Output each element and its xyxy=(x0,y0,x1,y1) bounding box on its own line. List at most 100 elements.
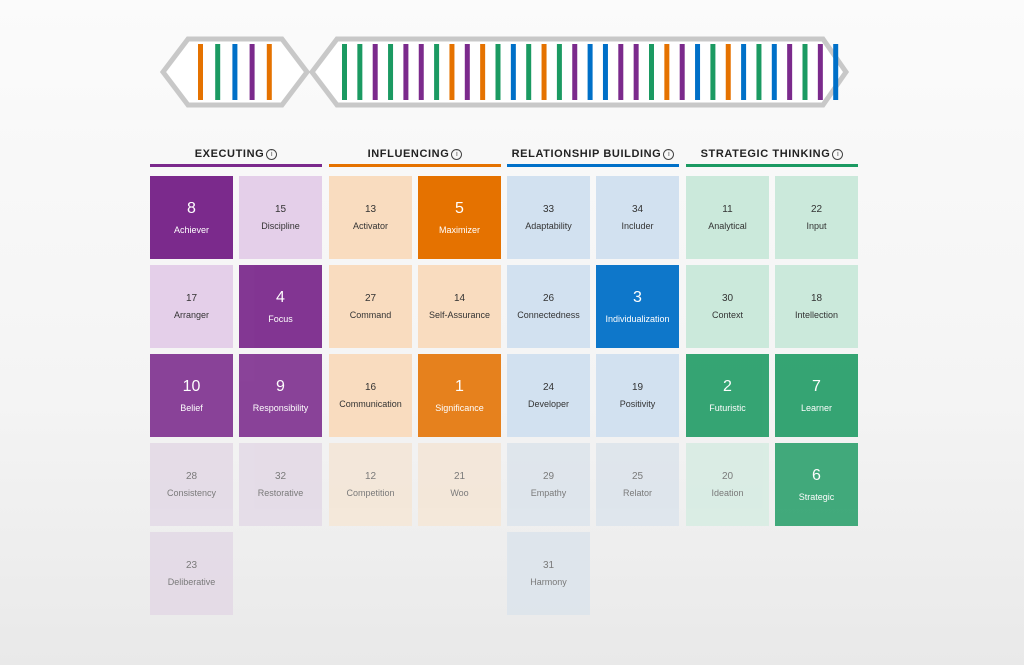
strength-name: Achiever xyxy=(173,224,209,235)
strength-tile-analytical[interactable]: 11 Analytical xyxy=(686,176,769,259)
strength-name: Focus xyxy=(268,313,293,324)
strand-right-bar xyxy=(418,44,424,100)
strength-rank: 19 xyxy=(631,381,644,393)
domain-title: RELATIONSHIP BUILDING xyxy=(511,148,662,160)
strength-tile-ideation[interactable]: 20 Ideation xyxy=(686,443,769,526)
strength-tile-discipline[interactable]: 15 Discipline xyxy=(239,176,322,259)
strength-rank: 25 xyxy=(631,470,644,482)
strength-tile-arranger[interactable]: 17 Arranger xyxy=(150,265,233,348)
strength-rank: 9 xyxy=(276,377,285,395)
strength-name: Analytical xyxy=(708,220,747,231)
strength-tile-responsibility[interactable]: 9 Responsibility xyxy=(239,354,322,437)
strength-tile-developer[interactable]: 24 Developer xyxy=(507,354,590,437)
strand-right-bar xyxy=(403,44,409,100)
strength-tile-deliberative[interactable]: 23 Deliberative xyxy=(150,532,233,615)
strength-rank: 34 xyxy=(631,203,644,215)
strength-tile-positivity[interactable]: 19 Positivity xyxy=(596,354,679,437)
strength-name: Individualization xyxy=(605,313,670,324)
strength-tile-futuristic[interactable]: 2 Futuristic xyxy=(686,354,769,437)
strength-tile-self-assurance[interactable]: 14 Self-Assurance xyxy=(418,265,501,348)
strength-rank: 31 xyxy=(542,559,555,571)
strand-right-bar xyxy=(787,44,793,100)
strength-tile-intellection[interactable]: 18 Intellection xyxy=(775,265,858,348)
strength-name: Maximizer xyxy=(438,224,480,235)
strength-name: Ideation xyxy=(711,487,744,498)
strength-tile-strategic[interactable]: 6 Strategic xyxy=(775,443,858,526)
strength-tile-focus[interactable]: 4 Focus xyxy=(239,265,322,348)
domain-underline xyxy=(686,164,858,167)
strength-tile-includer[interactable]: 34 Includer xyxy=(596,176,679,259)
strength-tile-consistency[interactable]: 28 Consistency xyxy=(150,443,233,526)
strength-name: Communication xyxy=(339,398,402,409)
strength-tile-achiever[interactable]: 8 Achiever xyxy=(150,176,233,259)
strand-left-bar xyxy=(266,44,272,100)
info-icon[interactable]: i xyxy=(451,149,463,160)
strength-tile-harmony[interactable]: 31 Harmony xyxy=(507,532,590,615)
strength-tile-context[interactable]: 30 Context xyxy=(686,265,769,348)
strength-rank: 22 xyxy=(810,203,823,215)
strand-right-bar xyxy=(649,44,654,100)
strength-rank: 4 xyxy=(276,288,285,306)
strength-tile-relator[interactable]: 25 Relator xyxy=(596,443,679,526)
strength-tile-restorative[interactable]: 32 Restorative xyxy=(239,443,322,526)
strength-rank: 7 xyxy=(812,377,821,395)
domain-header-influencing: INFLUENCING i xyxy=(329,148,501,170)
domain-underline xyxy=(329,164,501,167)
strand-right-bar xyxy=(480,44,486,100)
strength-rank: 11 xyxy=(722,203,733,215)
domain-header-strategic: STRATEGIC THINKING i xyxy=(686,148,858,170)
strand-right-bar xyxy=(633,44,639,100)
strength-tile-belief[interactable]: 10 Belief xyxy=(150,354,233,437)
strength-name: Belief xyxy=(180,402,203,413)
strength-tile-maximizer[interactable]: 5 Maximizer xyxy=(418,176,501,259)
strand-right-bar xyxy=(572,44,578,100)
strength-tile-individualization[interactable]: 3 Individualization xyxy=(596,265,679,348)
strand-right-bar xyxy=(725,44,731,100)
strand-right-bar xyxy=(618,44,624,100)
strand-diagram xyxy=(160,36,850,108)
domain-header-executing: EXECUTING i xyxy=(150,148,322,170)
strength-rank: 3 xyxy=(633,288,642,306)
strength-tile-command[interactable]: 27 Command xyxy=(329,265,412,348)
strength-name: Consistency xyxy=(166,487,217,498)
strength-name: Connectedness xyxy=(517,309,580,320)
strength-rank: 5 xyxy=(455,199,464,217)
strength-tile-input[interactable]: 22 Input xyxy=(775,176,858,259)
strength-name: Competition xyxy=(346,487,395,498)
strength-tile-significance[interactable]: 1 Significance xyxy=(418,354,501,437)
strength-tile-communication[interactable]: 16 Communication xyxy=(329,354,412,437)
strand-right-bar xyxy=(357,44,363,100)
strand-right-bar xyxy=(526,44,532,100)
strength-rank: 27 xyxy=(364,292,377,304)
strength-name: Input xyxy=(806,220,827,231)
strength-name: Strategic xyxy=(798,491,835,502)
strength-tile-adaptability[interactable]: 33 Adaptability xyxy=(507,176,590,259)
strand-right-bar xyxy=(741,44,747,100)
strand-right-bar xyxy=(664,44,670,100)
strength-tile-woo[interactable]: 21 Woo xyxy=(418,443,501,526)
strength-rank: 23 xyxy=(185,559,198,571)
strength-tile-learner[interactable]: 7 Learner xyxy=(775,354,858,437)
strength-rank: 32 xyxy=(274,470,287,482)
strength-name: Futuristic xyxy=(709,402,746,413)
strength-tile-competition[interactable]: 12 Competition xyxy=(329,443,412,526)
strength-tile-activator[interactable]: 13 Activator xyxy=(329,176,412,259)
strength-name: Learner xyxy=(800,402,833,413)
domain-title: STRATEGIC THINKING xyxy=(700,148,831,160)
strength-rank: 1 xyxy=(455,377,464,395)
strength-name: Arranger xyxy=(173,309,209,320)
info-icon[interactable]: i xyxy=(832,149,844,160)
strength-rank: 15 xyxy=(274,203,287,215)
strand-right-bar xyxy=(695,44,701,100)
domain-title: EXECUTING xyxy=(194,148,265,160)
strand-left-bar xyxy=(215,44,221,100)
info-icon[interactable]: i xyxy=(663,149,675,160)
strength-rank: 6 xyxy=(812,466,821,484)
strength-rank: 18 xyxy=(810,292,823,304)
strength-tile-connectedness[interactable]: 26 Connectedness xyxy=(507,265,590,348)
strand-right-bar xyxy=(756,44,762,100)
info-icon[interactable]: i xyxy=(266,149,278,160)
strength-tile-empathy[interactable]: 29 Empathy xyxy=(507,443,590,526)
strength-name: Deliberative xyxy=(167,576,216,587)
strand-right-bar xyxy=(710,44,716,100)
